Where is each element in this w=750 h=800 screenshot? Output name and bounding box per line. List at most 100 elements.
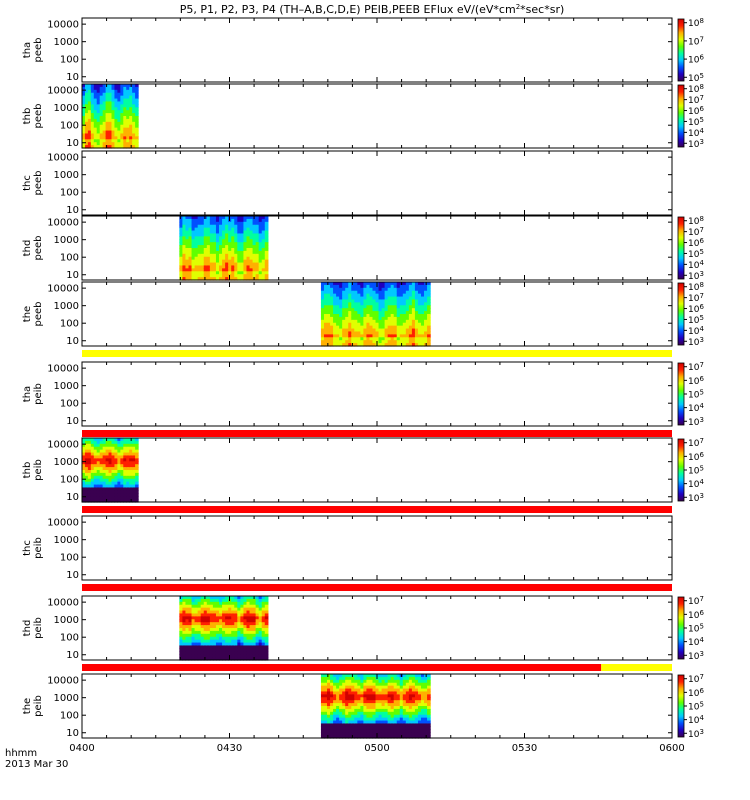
spectrogram-cell: [212, 633, 217, 638]
spectrogram-cell: [237, 262, 241, 267]
spectrogram-cell: [90, 490, 95, 494]
spectrogram-cell: [348, 711, 352, 716]
spectrogram-cell: [249, 224, 254, 229]
spectrogram-cell: [90, 84, 95, 88]
spectrogram-cell: [405, 700, 410, 704]
spectrogram-cell: [342, 284, 346, 289]
spectrogram-cell: [84, 455, 89, 459]
spectrogram-cell: [258, 236, 263, 240]
spectrogram-cell: [393, 682, 398, 687]
spectrogram-cell: [182, 274, 187, 278]
spectrogram-cell: [339, 325, 343, 330]
spectrogram-cell: [348, 319, 352, 324]
spectrogram-cell: [135, 101, 139, 105]
spectrogram-cell: [228, 598, 232, 603]
spectrogram-cell: [209, 607, 214, 612]
spectrogram-cell: [427, 284, 431, 289]
spectrogram-cell: [123, 98, 127, 103]
spectrogram-cell: [393, 322, 398, 327]
spectrogram-cell: [396, 290, 401, 295]
spectrogram-cell: [357, 676, 361, 681]
spectrogram-cell: [206, 610, 211, 615]
spectrogram-cell: [90, 107, 95, 111]
spectrogram-cell: [330, 714, 334, 719]
spectrogram-cell: [421, 717, 425, 722]
spectrogram-cell: [90, 127, 95, 132]
spectrogram-cell: [90, 116, 95, 120]
spectrogram-cell: [405, 708, 410, 713]
spectrogram-cell: [117, 440, 121, 445]
spectrogram-cell: [200, 239, 205, 243]
spectrogram-cell: [135, 461, 139, 465]
spectrogram-cell: [231, 253, 235, 258]
spectrogram-cell: [209, 622, 214, 626]
spectrogram-cell: [258, 274, 263, 278]
spectrogram-cell: [320, 691, 325, 695]
spectrogram-cell: [411, 305, 416, 309]
spectrogram-cell: [194, 642, 199, 647]
spectrogram-cell: [87, 487, 92, 491]
spectrogram-cell: [234, 645, 238, 649]
spectrogram-cell: [414, 723, 419, 727]
spectrogram-cell: [117, 107, 121, 111]
spectrogram-cell: [105, 443, 110, 448]
spectrogram-cell: [360, 694, 364, 698]
spectrogram-cell: [84, 145, 89, 149]
spectrogram-cell: [84, 95, 89, 100]
spectrogram-cell: [99, 446, 104, 451]
spectrogram-cell: [333, 282, 337, 286]
spectrogram-cell: [114, 478, 118, 483]
flag-segment: [82, 506, 672, 513]
spectrogram-cell: [234, 242, 238, 246]
spectrogram-cell: [111, 449, 116, 454]
spectrogram-cell: [372, 723, 377, 727]
spectrogram-cell: [228, 604, 232, 609]
spectrogram-cell: [320, 331, 325, 335]
spectrogram-cell: [342, 334, 346, 338]
spectrogram-cell: [363, 676, 368, 681]
spectrogram-cell: [126, 116, 130, 120]
x-tick-label: 0400: [69, 743, 94, 754]
spectrogram-cell: [240, 648, 245, 652]
spectrogram-cell: [82, 490, 86, 494]
spectrogram-cell: [197, 651, 202, 655]
colorbar-tick-label: 103: [688, 336, 704, 348]
spectrogram-cell: [336, 340, 340, 344]
spectrogram-cell: [237, 227, 241, 232]
x-axis: 0400 0430 0500 0530 0600: [69, 743, 684, 754]
spectrogram-cell: [417, 296, 422, 301]
spectrogram-cell: [411, 308, 416, 312]
spectrogram-cell: [222, 610, 226, 615]
colorbar-tick-label: 105: [688, 389, 704, 401]
spectrogram-cell: [132, 481, 136, 486]
spectrogram-cell: [381, 703, 386, 707]
spectrogram-cell: [336, 676, 340, 681]
spectrogram-cell: [105, 121, 110, 126]
spectrogram-cell: [417, 319, 422, 324]
spectrogram-cell: [219, 607, 223, 612]
spectrogram-cell: [228, 596, 232, 600]
spectrogram-cell: [369, 299, 374, 303]
y-tick-label: 100: [60, 633, 79, 644]
spectrogram-cell: [206, 271, 211, 275]
spectrogram-cell: [330, 694, 334, 698]
spectrogram-cell: [90, 95, 95, 100]
spectrogram-cell: [396, 679, 401, 684]
spectrogram-cell: [363, 316, 368, 321]
spectrogram-cell: [252, 610, 257, 615]
spectrogram-cell: [203, 610, 208, 615]
spectrogram-cell: [249, 274, 254, 278]
spectrogram-cell: [414, 340, 419, 344]
spectrogram-cell: [333, 290, 337, 295]
spectrogram-cell: [421, 676, 425, 681]
spectrogram-cell: [222, 642, 226, 647]
spectrogram-cell: [185, 654, 190, 658]
spectrogram-cell: [252, 628, 257, 632]
spectrogram-cell: [182, 242, 187, 246]
spectrogram-cell: [102, 475, 107, 480]
spectrogram-cell: [135, 475, 139, 480]
spectrogram-cell: [330, 688, 334, 693]
spectrogram-cell: [323, 674, 328, 678]
spectrogram-cell: [408, 723, 413, 727]
